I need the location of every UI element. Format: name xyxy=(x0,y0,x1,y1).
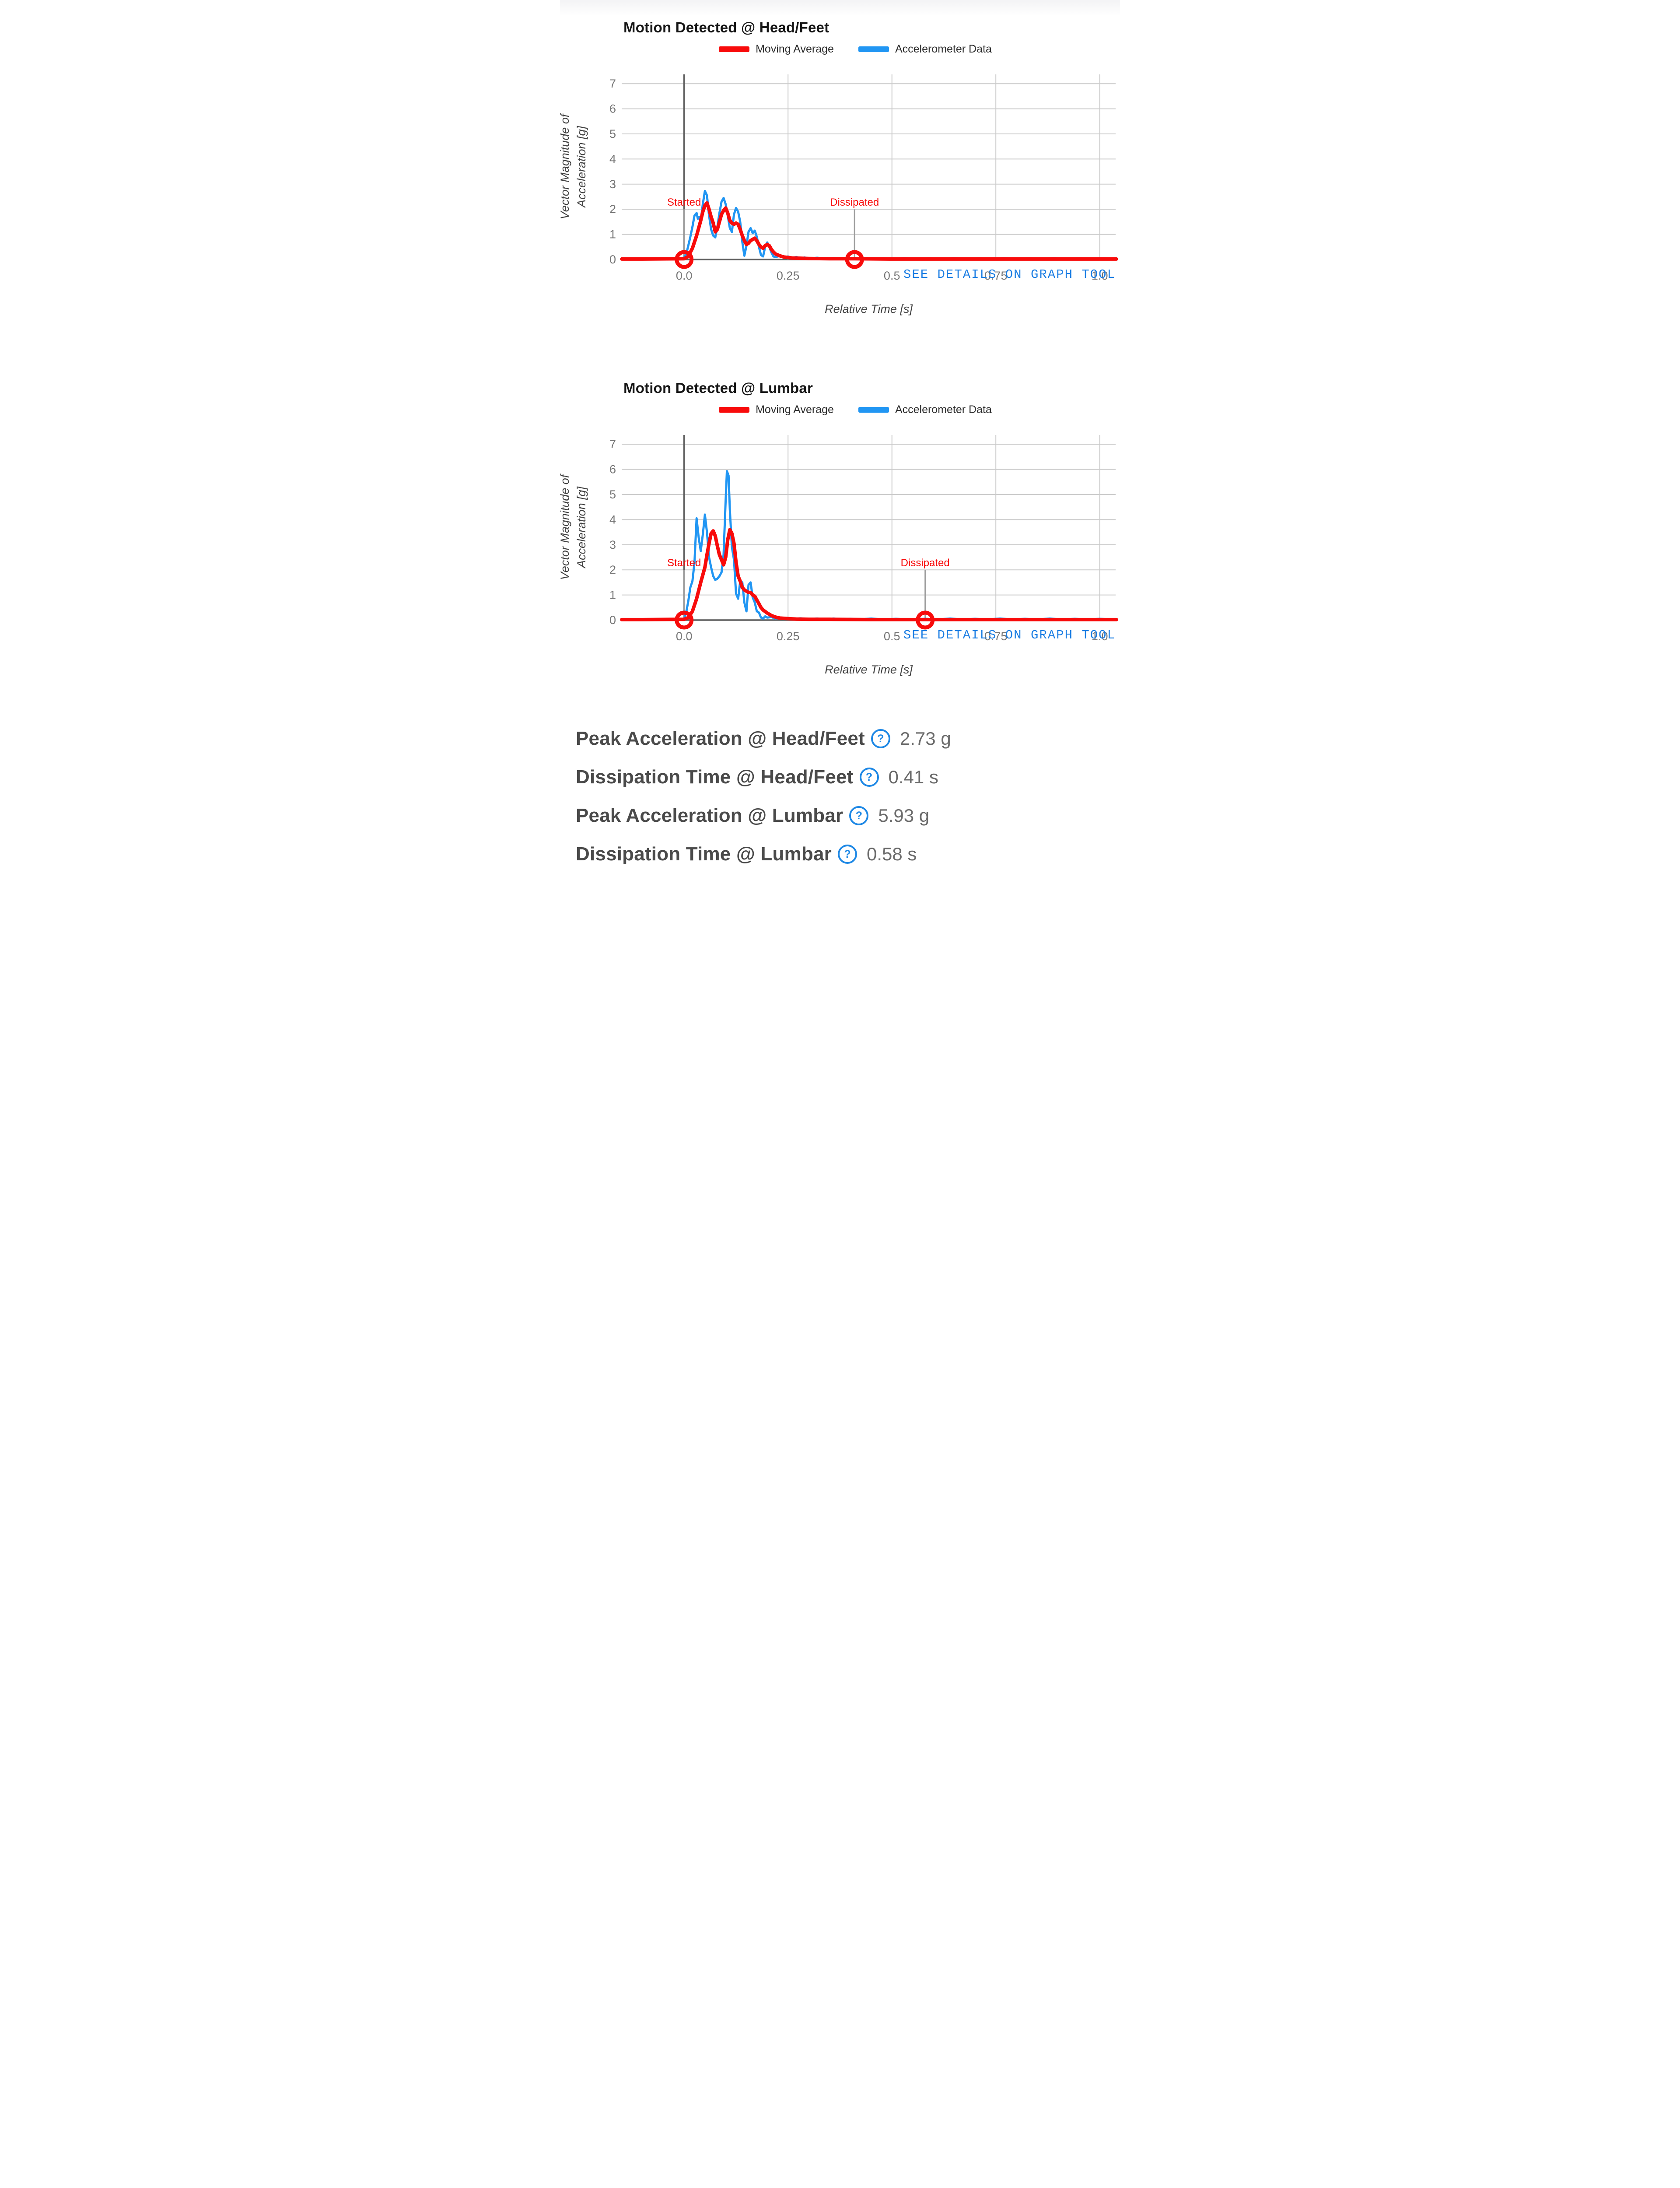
legend-label: Moving Average xyxy=(756,403,834,416)
svg-text:0: 0 xyxy=(609,253,616,266)
svg-text:5: 5 xyxy=(609,127,616,140)
legend-label: Accelerometer Data xyxy=(895,403,992,416)
stat-value: 0.41 s xyxy=(888,767,938,787)
svg-text:0.75: 0.75 xyxy=(984,630,1008,643)
chart-legend: Moving Average Accelerometer Data xyxy=(560,403,1120,416)
legend-item: Accelerometer Data xyxy=(858,43,992,56)
legend-swatch-icon xyxy=(719,407,750,413)
svg-text:4: 4 xyxy=(609,152,616,165)
svg-text:2: 2 xyxy=(609,203,616,216)
stat-value: 2.73 g xyxy=(900,728,951,749)
svg-text:0.25: 0.25 xyxy=(777,630,800,643)
legend-item: Moving Average xyxy=(719,403,834,416)
chart-title-lumbar: Motion Detected @ Lumbar xyxy=(623,380,813,396)
help-question-icon[interactable]: ? xyxy=(837,845,857,864)
svg-text:0.0: 0.0 xyxy=(676,630,693,643)
svg-text:Relative Time [s]: Relative Time [s] xyxy=(825,302,913,316)
help-question-icon[interactable]: ? xyxy=(859,768,879,787)
svg-text:1.0: 1.0 xyxy=(1092,630,1108,643)
svg-text:Vector Magnitude of: Vector Magnitude of xyxy=(560,473,571,580)
svg-text:0.5: 0.5 xyxy=(884,630,900,643)
stat-row: Peak Acceleration @ Lumbar? 5.93 g xyxy=(576,805,1120,826)
svg-text:7: 7 xyxy=(609,438,616,451)
svg-text:0.5: 0.5 xyxy=(884,269,900,282)
stat-row: Dissipation Time @ Lumbar? 0.58 s xyxy=(576,843,1120,865)
svg-text:Dissipated: Dissipated xyxy=(830,196,879,208)
svg-text:Started: Started xyxy=(667,557,701,569)
legend-swatch-icon xyxy=(719,46,750,52)
svg-text:0.0: 0.0 xyxy=(676,269,693,282)
svg-text:Dissipated: Dissipated xyxy=(901,557,950,569)
legend-swatch-icon xyxy=(858,46,889,52)
chart-canvas-lumbar: 0 1 2 3 4 5 6 7 0.0 0.25 0.5 0.75 1.0 Started Dissipat… xyxy=(560,435,1118,676)
chart-section-lumbar: Motion Detected @ Lumbar Moving Average A… xyxy=(560,361,1120,720)
svg-text:4: 4 xyxy=(609,513,616,526)
svg-text:Acceleration [g]: Acceleration [g] xyxy=(575,125,588,208)
svg-text:1: 1 xyxy=(609,589,616,602)
stat-value: 5.93 g xyxy=(878,805,930,826)
chart-legend: Moving Average Accelerometer Data xyxy=(560,43,1120,56)
legend-label: Moving Average xyxy=(756,43,834,55)
svg-text:Acceleration [g]: Acceleration [g] xyxy=(575,486,588,569)
legend-label: Accelerometer Data xyxy=(895,43,992,55)
legend-swatch-icon xyxy=(858,407,889,413)
svg-text:1: 1 xyxy=(609,228,616,241)
stat-label: Peak Acceleration @ Head/Feet xyxy=(576,728,865,749)
svg-text:0.25: 0.25 xyxy=(777,269,800,282)
stat-value: 0.58 s xyxy=(866,844,917,864)
top-fade xyxy=(560,0,1120,16)
legend-item: Accelerometer Data xyxy=(858,403,992,416)
svg-text:1.0: 1.0 xyxy=(1092,269,1108,282)
stat-row: Peak Acceleration @ Head/Feet? 2.73 g xyxy=(576,728,1120,749)
stat-label: Dissipation Time @ Lumbar xyxy=(576,843,832,865)
svg-text:3: 3 xyxy=(609,178,616,191)
svg-text:0: 0 xyxy=(609,614,616,627)
stats-list: Peak Acceleration @ Head/Feet? 2.73 g Diss… xyxy=(560,728,1120,875)
stat-row: Dissipation Time @ Head/Feet? 0.41 s xyxy=(576,766,1120,788)
chart-canvas-head-feet: 0 1 2 3 4 5 6 7 0.0 0.25 0.5 0.75 1.0 Started Dissipat… xyxy=(560,74,1118,316)
motion-report-page: Motion Detected @ Head/Feet Moving Avera… xyxy=(560,0,1120,875)
svg-text:Started: Started xyxy=(667,196,701,208)
see-details-link[interactable]: SEE DETAILS ON GRAPH TOOL xyxy=(903,628,1116,642)
svg-text:5: 5 xyxy=(609,488,616,501)
svg-text:Vector Magnitude of: Vector Magnitude of xyxy=(560,113,571,219)
help-question-icon[interactable]: ? xyxy=(871,729,890,748)
svg-text:7: 7 xyxy=(609,77,616,90)
chart-section-head-feet: Motion Detected @ Head/Feet Moving Avera… xyxy=(560,0,1120,360)
chart-title-head-feet: Motion Detected @ Head/Feet xyxy=(623,19,830,35)
svg-text:2: 2 xyxy=(609,563,616,576)
legend-item: Moving Average xyxy=(719,43,834,56)
stat-label: Dissipation Time @ Head/Feet xyxy=(576,766,854,788)
svg-text:0.75: 0.75 xyxy=(984,269,1008,282)
svg-text:6: 6 xyxy=(609,102,616,116)
see-details-link[interactable]: SEE DETAILS ON GRAPH TOOL xyxy=(903,267,1116,282)
svg-text:Relative Time [s]: Relative Time [s] xyxy=(825,663,913,676)
help-question-icon[interactable]: ? xyxy=(849,806,869,825)
svg-text:3: 3 xyxy=(609,538,616,551)
stat-label: Peak Acceleration @ Lumbar xyxy=(576,805,844,826)
svg-text:6: 6 xyxy=(609,463,616,476)
